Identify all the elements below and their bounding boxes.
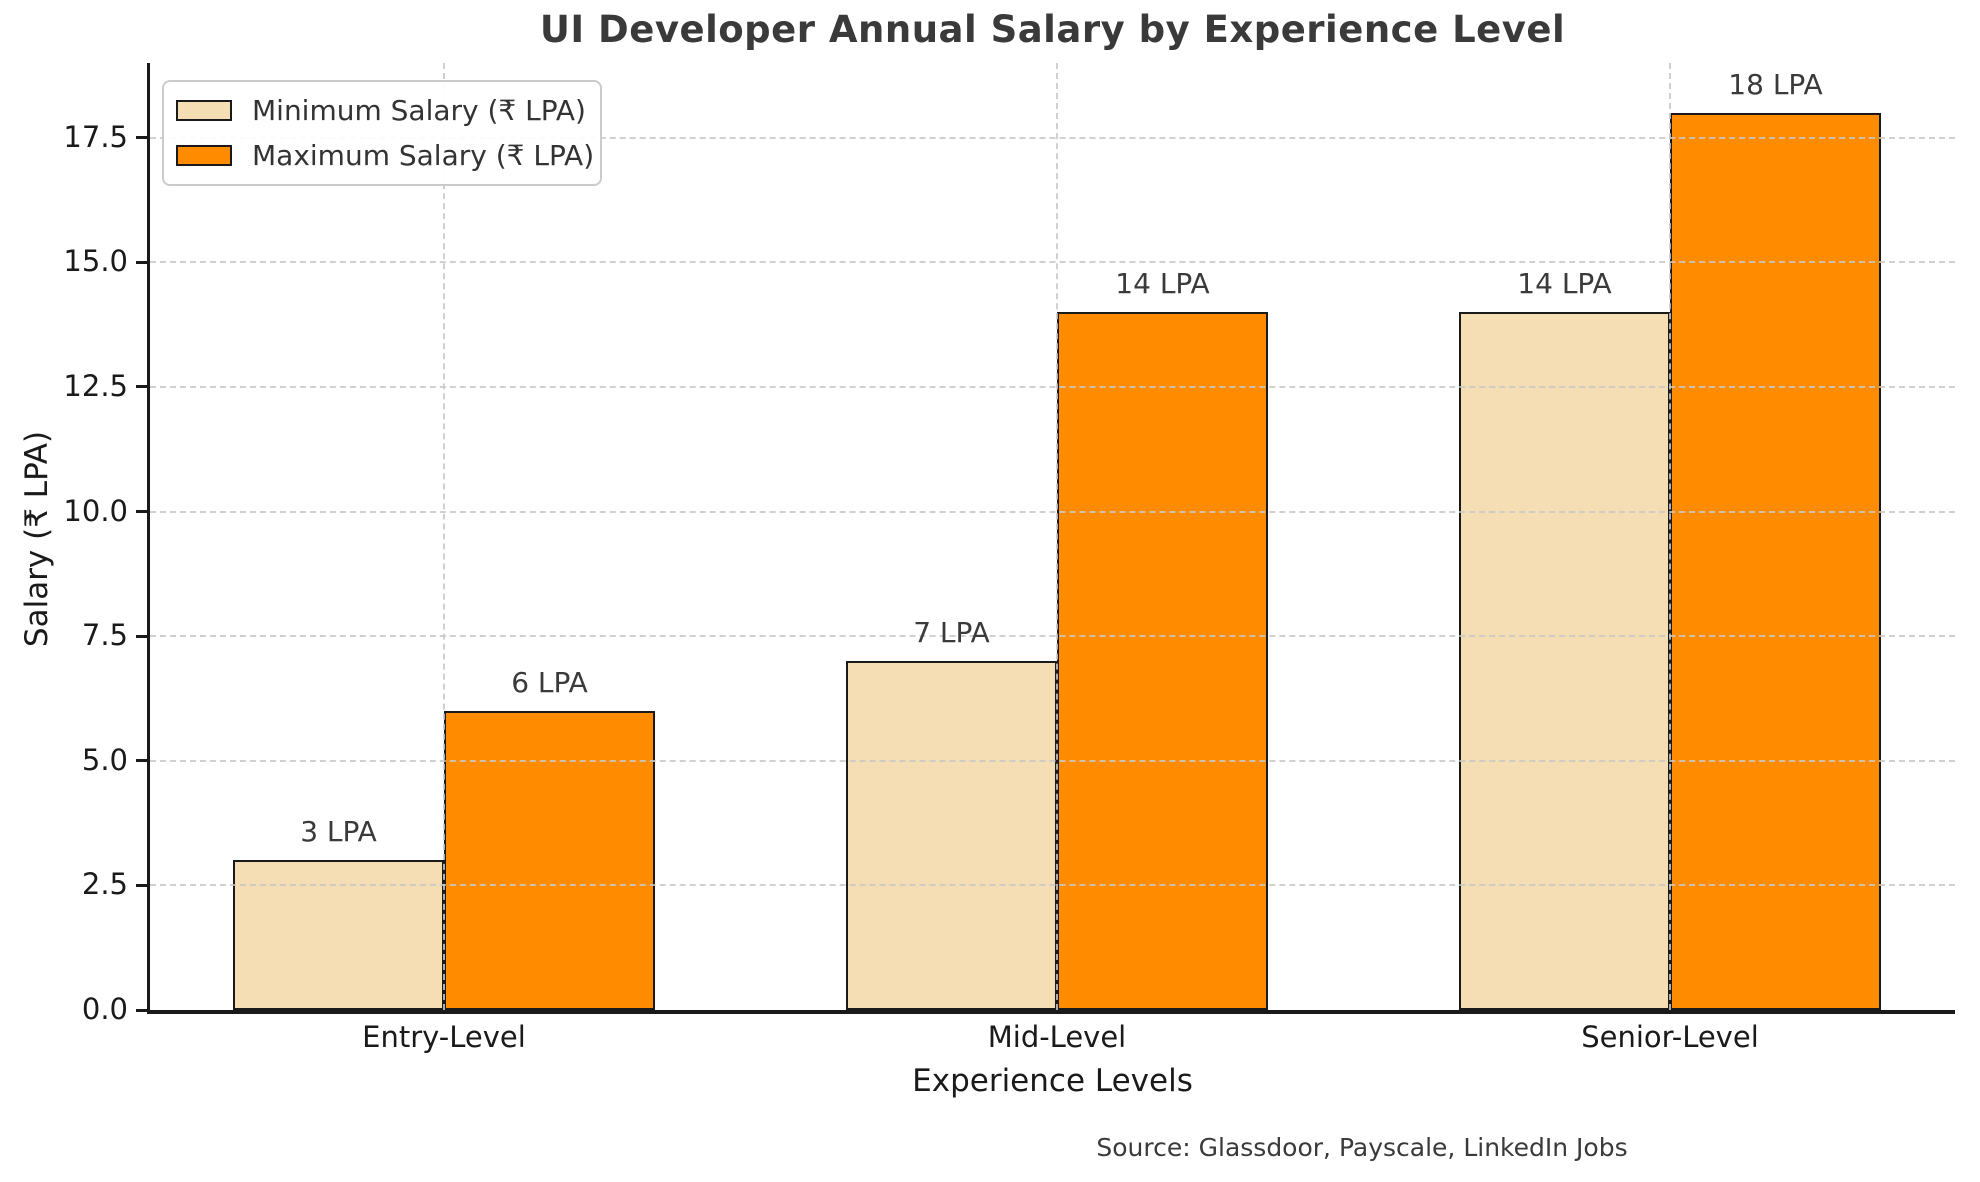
y-axis-spine — [147, 63, 150, 1013]
y-tick-mark — [136, 759, 148, 763]
y-tick-label: 2.5 — [81, 867, 128, 902]
bar-value-label: 14 LPA — [1517, 267, 1612, 301]
y-tick-label: 7.5 — [81, 618, 128, 653]
y-tick-mark — [136, 260, 148, 264]
gridline-horizontal — [150, 759, 1955, 762]
source-note: Source: Glassdoor, Payscale, LinkedIn Jo… — [1096, 1133, 1628, 1162]
max-salary-bar-senior-level — [1670, 112, 1881, 1010]
legend-label-maximum: Maximum Salary (₹ LPA) — [252, 139, 595, 172]
gridline-vertical — [1056, 63, 1058, 1010]
y-tick-label: 15.0 — [63, 244, 128, 279]
y-tick-mark — [136, 634, 148, 638]
legend-swatch-maximum-icon — [176, 145, 232, 166]
min-salary-bar-mid-level — [846, 661, 1057, 1010]
y-tick-mark — [136, 385, 148, 389]
gridline-horizontal — [150, 136, 1955, 139]
chart-title: UI Developer Annual Salary by Experience… — [539, 8, 1566, 51]
gridline-vertical — [1669, 63, 1671, 1010]
gridline-horizontal — [150, 385, 1955, 388]
y-tick-label: 12.5 — [63, 368, 128, 403]
gridline-horizontal — [150, 884, 1955, 887]
y-tick-mark — [136, 883, 148, 887]
y-tick-mark — [136, 136, 148, 140]
gridline-horizontal — [150, 261, 1955, 264]
bar-value-label: 14 LPA — [1115, 267, 1210, 301]
min-salary-bar-senior-level — [1459, 312, 1670, 1010]
bar-value-label: 18 LPA — [1728, 67, 1823, 101]
x-tick-label: Mid-Level — [987, 1020, 1127, 1054]
max-salary-bar-mid-level — [1057, 312, 1268, 1010]
y-tick-mark — [136, 1008, 148, 1012]
y-axis-title: Salary (₹ LPA) — [19, 430, 55, 648]
legend-item-minimum-salary: Minimum Salary (₹ LPA) — [176, 94, 586, 127]
x-axis-spine — [147, 1010, 1955, 1014]
y-tick-label: 0.0 — [81, 992, 128, 1026]
legend-label-minimum: Minimum Salary (₹ LPA) — [252, 94, 586, 127]
x-axis-title: Experience Levels — [912, 1063, 1193, 1099]
bar-value-label: 7 LPA — [913, 616, 990, 650]
x-tick-label: Senior-Level — [1581, 1020, 1759, 1054]
bar-value-label: 3 LPA — [300, 815, 377, 849]
gridline-horizontal — [150, 635, 1955, 638]
legend-item-maximum-salary: Maximum Salary (₹ LPA) — [176, 139, 594, 172]
legend-swatch-minimum-icon — [176, 100, 232, 121]
plot-area: 3 LPA 7 LPA 14 LPA 6 LPA 14 LPA 18 LPA — [150, 63, 1955, 1010]
max-salary-bar-entry-level — [444, 710, 655, 1010]
min-salary-bar-entry-level — [233, 860, 444, 1010]
y-tick-label: 10.0 — [63, 493, 128, 528]
gridline-vertical — [443, 63, 445, 1010]
bar-value-label: 6 LPA — [511, 665, 588, 699]
y-tick-label: 17.5 — [63, 119, 128, 154]
gridline-horizontal — [150, 510, 1955, 513]
y-tick-label: 5.0 — [81, 742, 128, 777]
y-tick-mark — [136, 510, 148, 514]
legend: Minimum Salary (₹ LPA) Maximum Salary (₹… — [162, 80, 602, 186]
x-tick-label: Entry-Level — [362, 1020, 526, 1054]
